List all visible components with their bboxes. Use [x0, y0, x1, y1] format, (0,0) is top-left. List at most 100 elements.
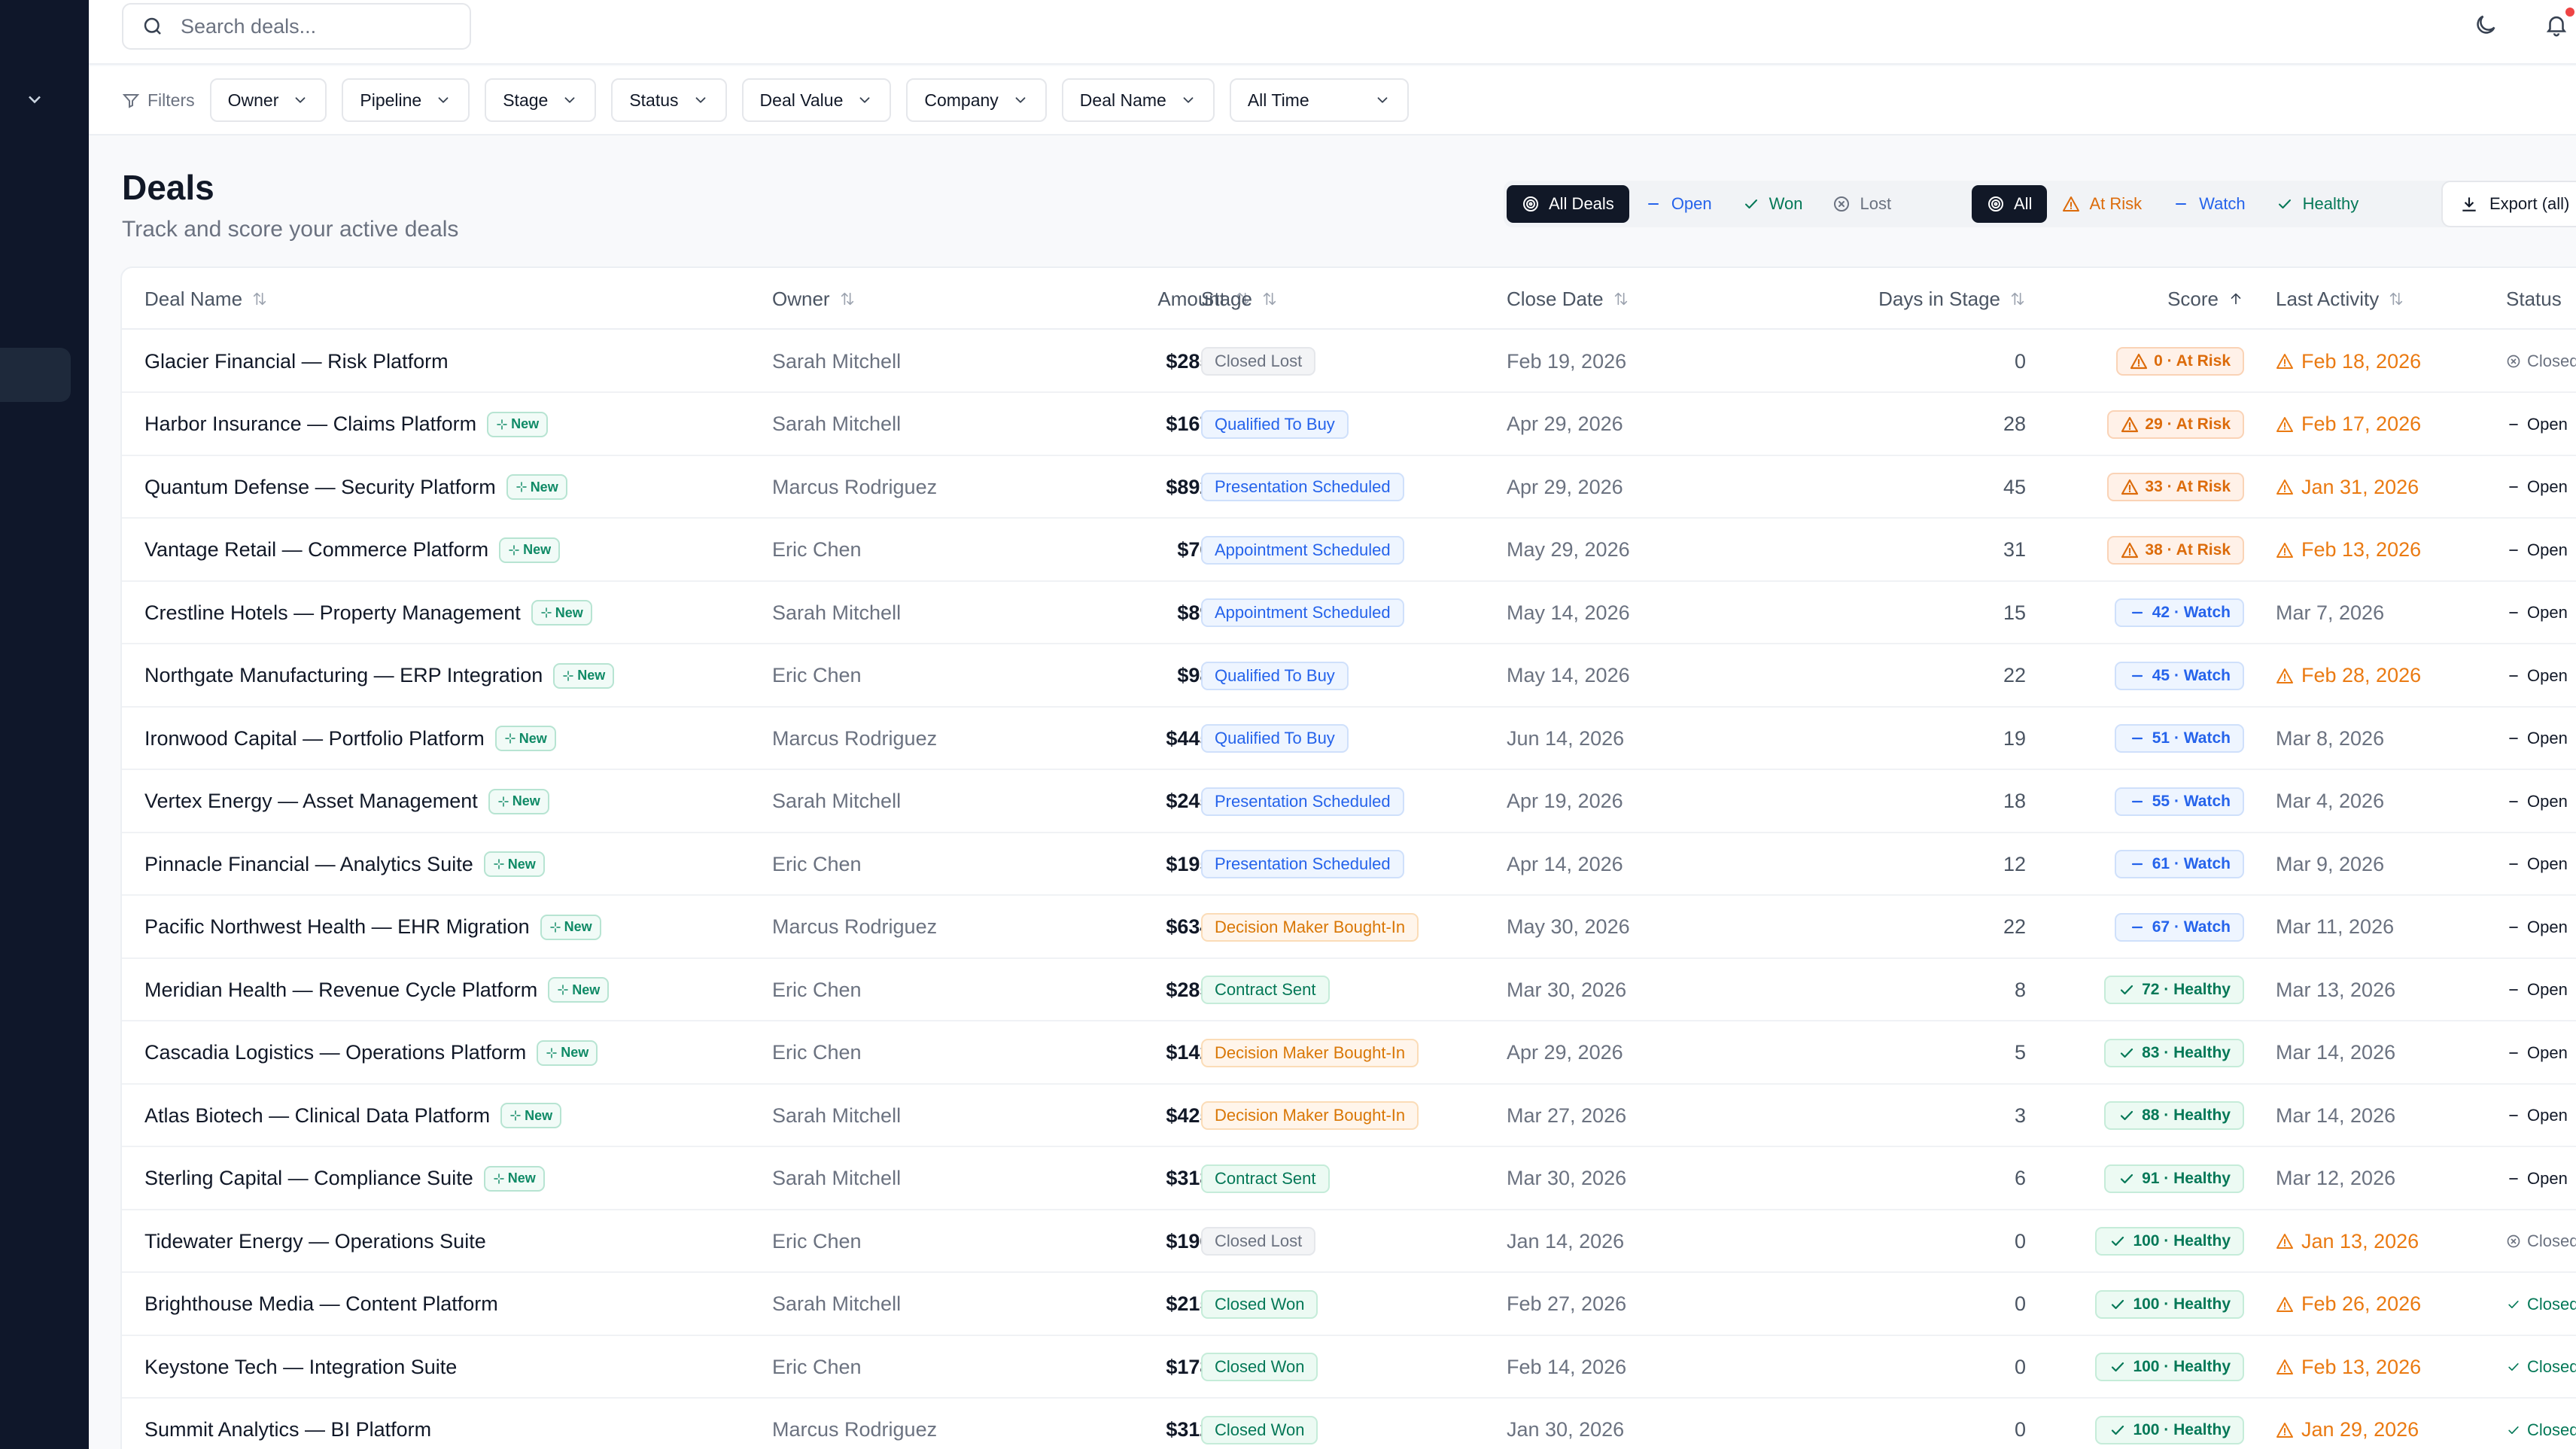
deal-name-cell[interactable]: Cascadia Logistics — Operations Platform… [144, 1021, 598, 1085]
table-row[interactable]: Pacific Northwest Health — EHR Migration… [122, 896, 2576, 959]
tab-lost[interactable]: Lost [1817, 185, 1906, 223]
status-label: Open [2527, 917, 2568, 936]
sort-icon [841, 292, 853, 306]
table-row[interactable]: Vertex Energy — Asset Management New Sarah… [122, 770, 2576, 833]
column-header-owner[interactable]: Owner [772, 268, 856, 330]
table-header: Deal Name Owner Amount Stage Close Date Days … [122, 268, 2576, 330]
table-row[interactable]: Ironwood Capital — Portfolio Platform New… [122, 707, 2576, 770]
deal-name-cell[interactable]: Harbor Insurance — Claims Platform New [144, 393, 549, 456]
deal-name-cell[interactable]: Meridian Health — Revenue Cycle Platform… [144, 958, 610, 1021]
column-header-stage[interactable]: Stage [1201, 268, 1278, 330]
column-header-last-activity[interactable]: Last Activity [2276, 268, 2404, 330]
deal-name-cell[interactable]: Pinnacle Financial — Analytics Suite New [144, 833, 545, 896]
deal-name[interactable]: Harbor Insurance — Claims Platform [144, 412, 477, 435]
deal-name-cell[interactable]: Quantum Defense — Security Platform New [144, 455, 567, 519]
export-button[interactable]: Export (all) [2441, 181, 2576, 227]
table-row[interactable]: Atlas Biotech — Clinical Data Platform Ne… [122, 1084, 2576, 1147]
filter-pipeline[interactable]: Pipeline [342, 78, 470, 122]
deal-name[interactable]: Glacier Financial — Risk Platform [144, 349, 449, 373]
deal-name-cell[interactable]: Tidewater Energy — Operations Suite [144, 1210, 486, 1273]
deal-name-cell[interactable]: Keystone Tech — Integration Suite [144, 1335, 457, 1399]
tab-healthy[interactable]: Healthy [2261, 185, 2374, 223]
deal-name[interactable]: Keystone Tech — Integration Suite [144, 1355, 458, 1378]
column-header-amount[interactable]: Amount [950, 268, 1251, 330]
last-activity-date: Jan 29, 2026 [2301, 1418, 2419, 1441]
filter-status[interactable]: Status [611, 78, 727, 122]
table-row[interactable]: Northgate Manufacturing — ERP Integratio… [122, 644, 2576, 708]
table-row[interactable]: Crestline Hotels — Property Management Ne… [122, 581, 2576, 644]
table-row[interactable]: Harbor Insurance — Claims Platform New Sar… [122, 393, 2576, 456]
deal-name[interactable]: Brighthouse Media — Content Platform [144, 1292, 498, 1315]
deal-name-cell[interactable]: Vantage Retail — Commerce Platform New [144, 519, 561, 582]
filter-label: Company [924, 90, 999, 110]
tab-watch[interactable]: Watch [2157, 185, 2261, 223]
deal-name[interactable]: Pinnacle Financial — Analytics Suite [144, 852, 473, 875]
deal-name-cell[interactable]: Sterling Capital — Compliance Suite New [144, 1147, 545, 1210]
table-row[interactable]: Glacier Financial — Risk Platform Sarah M… [122, 330, 2576, 393]
deal-name-cell[interactable]: Glacier Financial — Risk Platform [144, 330, 449, 393]
deal-name-cell[interactable]: Brighthouse Media — Content Platform [144, 1273, 498, 1336]
tab-won[interactable]: Won [1727, 185, 1818, 223]
bell-icon[interactable] [2544, 12, 2569, 38]
deal-name[interactable]: Tidewater Energy — Operations Suite [144, 1229, 486, 1253]
tab-at-risk[interactable]: At Risk [2047, 185, 2157, 223]
filters-toggle[interactable]: Filters [122, 90, 195, 111]
tab-open[interactable]: Open [1629, 185, 1727, 223]
tab-all[interactable]: All [1972, 185, 2048, 223]
deal-name-cell[interactable]: Ironwood Capital — Portfolio Platform New [144, 707, 556, 770]
filter-deal-name[interactable]: Deal Name [1061, 78, 1215, 122]
filter-time-range[interactable]: All Time [1229, 78, 1409, 122]
column-header-close-date[interactable]: Close Date [1507, 268, 1629, 330]
moon-icon[interactable] [2473, 12, 2498, 38]
deal-name[interactable]: Ironwood Capital — Portfolio Platform [144, 726, 485, 750]
days-in-stage-cell: 19 [2003, 726, 2026, 750]
status-label: Closed Lost [2527, 352, 2576, 370]
deal-name[interactable]: Northgate Manufacturing — ERP Integratio… [144, 664, 543, 686]
deal-name-cell[interactable]: Vertex Energy — Asset Management New [144, 770, 549, 833]
table-row[interactable]: Tidewater Energy — Operations Suite Eric … [122, 1210, 2576, 1273]
deal-name[interactable]: Pacific Northwest Health — EHR Migration [144, 915, 530, 938]
close-date-cell: Apr 14, 2026 [1507, 852, 1623, 875]
column-header-score[interactable]: Score [1943, 268, 2244, 330]
chevron-down-icon[interactable] [24, 89, 45, 110]
column-header-days-in-stage[interactable]: Days in Stage [1725, 268, 2026, 330]
status-label: Open [2527, 980, 2568, 999]
deal-name[interactable]: Sterling Capital — Compliance Suite [144, 1167, 473, 1189]
table-row[interactable]: Summit Analytics — BI Platform Marcus Rod… [122, 1399, 2576, 1449]
filter-company[interactable]: Company [906, 78, 1047, 122]
filter-deal-value[interactable]: Deal Value [741, 78, 892, 122]
deal-name[interactable]: Cascadia Logistics — Operations Platform [144, 1041, 527, 1064]
deal-name[interactable]: Crestline Hotels — Property Management [144, 601, 521, 624]
deal-name-cell[interactable]: Crestline Hotels — Property Management Ne… [144, 581, 592, 644]
table-row[interactable]: Pinnacle Financial — Analytics Suite New E… [122, 833, 2576, 896]
table-row[interactable]: Keystone Tech — Integration Suite Eric Ch… [122, 1335, 2576, 1399]
filter-owner[interactable]: Owner [209, 78, 327, 122]
column-header-deal-name[interactable]: Deal Name [144, 268, 268, 330]
table-row[interactable]: Sterling Capital — Compliance Suite New Sa… [122, 1147, 2576, 1210]
table-row[interactable]: Meridian Health — Revenue Cycle Platform… [122, 958, 2576, 1021]
table-row[interactable]: Vantage Retail — Commerce Platform New Eri… [122, 519, 2576, 582]
deal-name[interactable]: Vertex Energy — Asset Management [144, 790, 478, 812]
deal-name[interactable]: Atlas Biotech — Clinical Data Platform [144, 1103, 491, 1127]
tab-all-deals[interactable]: All Deals [1507, 185, 1629, 223]
deal-name-cell[interactable]: Atlas Biotech — Clinical Data Platform Ne… [144, 1084, 562, 1147]
search-box[interactable] [122, 3, 471, 50]
deal-name[interactable]: Summit Analytics — BI Platform [144, 1418, 432, 1441]
deal-name-cell[interactable]: Pacific Northwest Health — EHR Migration… [144, 896, 601, 959]
deal-name[interactable]: Vantage Retail — Commerce Platform [144, 538, 489, 561]
table-row[interactable]: Brighthouse Media — Content Platform Sara… [122, 1273, 2576, 1336]
new-badge-label: New [507, 1170, 536, 1186]
deal-name[interactable]: Quantum Defense — Security Platform [144, 475, 496, 498]
deal-name[interactable]: Meridian Health — Revenue Cycle Platform [144, 978, 538, 1001]
search-input[interactable] [181, 14, 467, 38]
deal-name-cell[interactable]: Northgate Manufacturing — ERP Integratio… [144, 644, 615, 708]
status-cell: Open [2506, 958, 2568, 1021]
filter-stage[interactable]: Stage [485, 78, 597, 122]
deal-name-cell[interactable]: Summit Analytics — BI Platform [144, 1399, 431, 1449]
column-header-status[interactable]: Status [2506, 268, 2562, 330]
sidebar-active-item[interactable] [0, 348, 71, 402]
table-row[interactable]: Quantum Defense — Security Platform New Ma… [122, 455, 2576, 519]
stage-cell: Decision Maker Bought-In [1201, 1021, 1419, 1085]
table-row[interactable]: Cascadia Logistics — Operations Platform… [122, 1021, 2576, 1085]
last-activity-cell: Mar 14, 2026 [2276, 1084, 2395, 1147]
